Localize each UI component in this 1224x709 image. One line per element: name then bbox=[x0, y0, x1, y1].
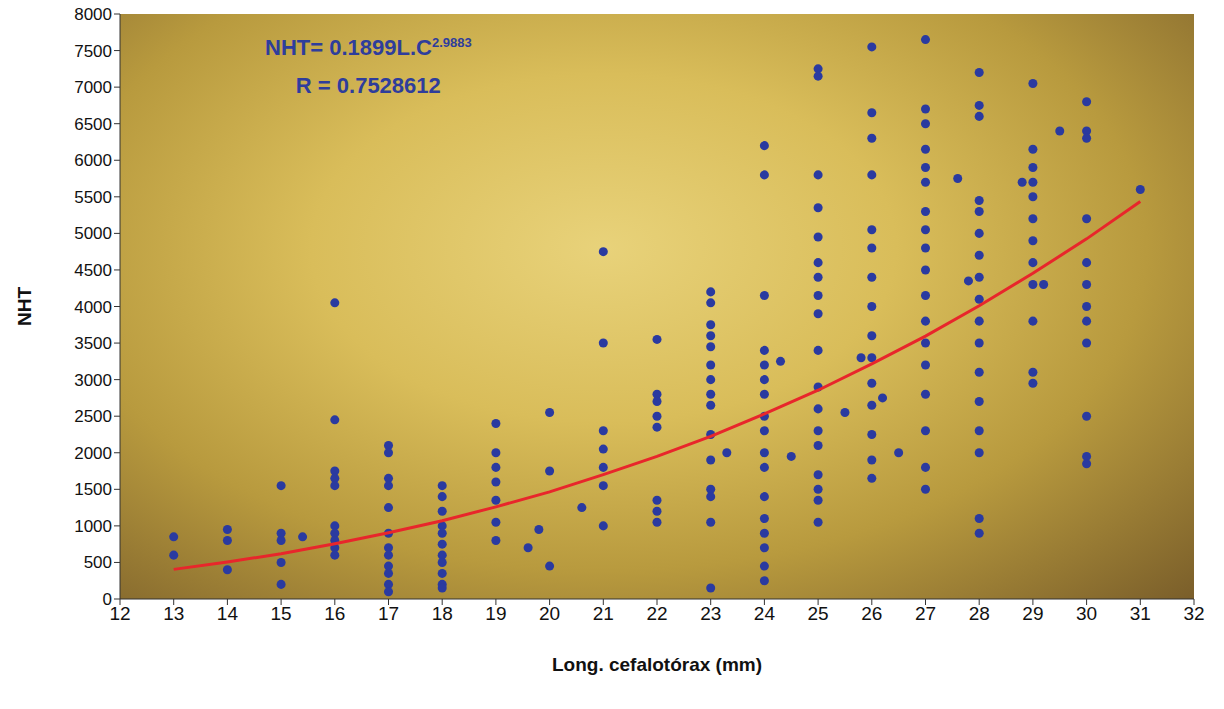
svg-text:3500: 3500 bbox=[74, 334, 112, 353]
svg-text:NHT: NHT bbox=[14, 287, 35, 326]
svg-text:15: 15 bbox=[271, 603, 292, 624]
svg-text:23: 23 bbox=[700, 603, 721, 624]
svg-text:500: 500 bbox=[84, 553, 112, 572]
svg-text:5000: 5000 bbox=[74, 224, 112, 243]
svg-text:30: 30 bbox=[1076, 603, 1097, 624]
svg-text:12: 12 bbox=[109, 603, 130, 624]
svg-text:2500: 2500 bbox=[74, 407, 112, 426]
svg-text:2000: 2000 bbox=[74, 444, 112, 463]
svg-text:18: 18 bbox=[432, 603, 453, 624]
svg-text:28: 28 bbox=[969, 603, 990, 624]
svg-text:14: 14 bbox=[217, 603, 239, 624]
svg-text:4000: 4000 bbox=[74, 298, 112, 317]
svg-text:1500: 1500 bbox=[74, 480, 112, 499]
svg-text:6000: 6000 bbox=[74, 151, 112, 170]
svg-text:8000: 8000 bbox=[74, 5, 112, 24]
svg-text:21: 21 bbox=[593, 603, 614, 624]
svg-text:3000: 3000 bbox=[74, 371, 112, 390]
svg-text:26: 26 bbox=[861, 603, 882, 624]
svg-text:32: 32 bbox=[1183, 603, 1204, 624]
svg-text:7000: 7000 bbox=[74, 78, 112, 97]
svg-text:4500: 4500 bbox=[74, 261, 112, 280]
svg-text:25: 25 bbox=[808, 603, 829, 624]
svg-text:24: 24 bbox=[754, 603, 776, 624]
svg-text:19: 19 bbox=[485, 603, 506, 624]
svg-text:13: 13 bbox=[163, 603, 184, 624]
svg-text:16: 16 bbox=[324, 603, 345, 624]
svg-text:27: 27 bbox=[915, 603, 936, 624]
svg-text:Long. cefalotórax (mm): Long. cefalotórax (mm) bbox=[552, 654, 762, 675]
svg-text:17: 17 bbox=[378, 603, 399, 624]
svg-text:20: 20 bbox=[539, 603, 560, 624]
svg-text:0: 0 bbox=[103, 590, 112, 609]
svg-text:22: 22 bbox=[646, 603, 667, 624]
svg-text:6500: 6500 bbox=[74, 115, 112, 134]
html-text:NHT= 0.1899L.C2.9883: NHT= 0.1899L.C2.9883 bbox=[265, 35, 472, 61]
svg-text:1000: 1000 bbox=[74, 517, 112, 536]
html-text:R = 0.7528612: R = 0.7528612 bbox=[295, 73, 441, 99]
svg-text:29: 29 bbox=[1022, 603, 1043, 624]
svg-text:5500: 5500 bbox=[74, 188, 112, 207]
svg-text:7500: 7500 bbox=[74, 42, 112, 61]
svg-text:31: 31 bbox=[1130, 603, 1151, 624]
